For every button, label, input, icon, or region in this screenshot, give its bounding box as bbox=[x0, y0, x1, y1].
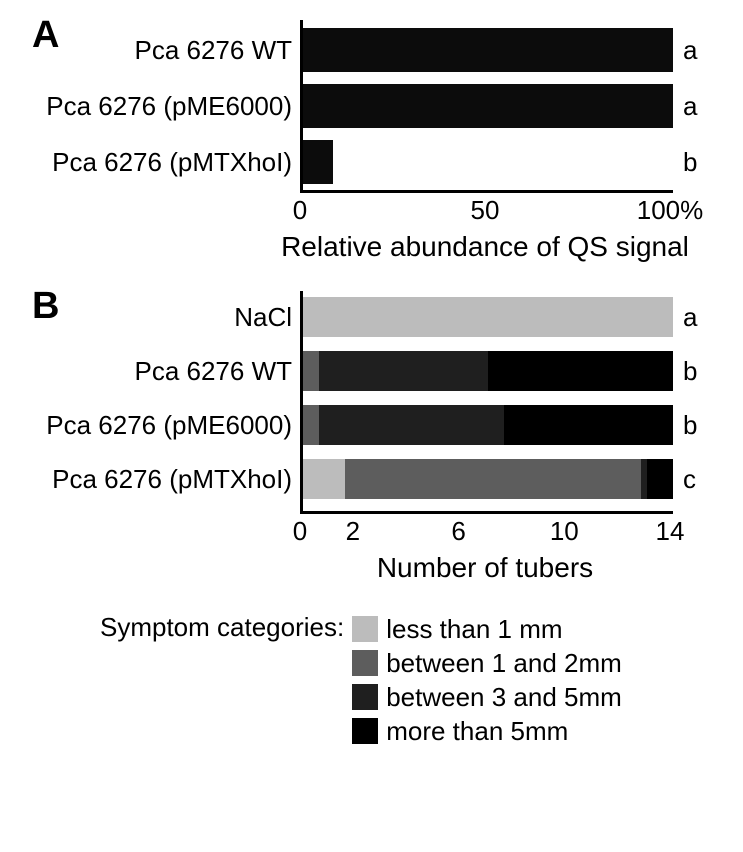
panel-b-bar-seg bbox=[345, 459, 641, 499]
panel-b-suffix: b bbox=[683, 356, 697, 387]
legend-swatch bbox=[352, 616, 378, 642]
panel-b-ylabels: NaCl Pca 6276 WT Pca 6276 (pME6000) Pca 627… bbox=[30, 291, 300, 499]
panel-b-xtick: 0 bbox=[293, 516, 307, 547]
legend-swatch bbox=[352, 650, 378, 676]
panel-b-ylabel: NaCl bbox=[234, 297, 300, 337]
panel-b-xaxis-title: Number of tubers bbox=[300, 552, 670, 584]
panel-b-suffix: b bbox=[683, 410, 697, 441]
panel-a-bar bbox=[303, 84, 673, 128]
legend-label: less than 1 mm bbox=[386, 612, 562, 646]
legend-swatch bbox=[352, 718, 378, 744]
panel-b-bar-seg bbox=[488, 351, 673, 391]
panel-a-suffix: a bbox=[683, 91, 697, 122]
panel-b-bar-row bbox=[303, 405, 673, 445]
panel-a-chart-body: Pca 6276 WT Pca 6276 (pME6000) Pca 6276 (p… bbox=[30, 20, 713, 263]
panel-b-bar-seg bbox=[303, 405, 319, 445]
panel-b-letter: B bbox=[32, 285, 59, 328]
panel-b-bar-seg bbox=[319, 351, 488, 391]
legend-item: between 3 and 5mm bbox=[352, 680, 622, 714]
panel-a-bar-row bbox=[303, 84, 673, 128]
figure-root: A Pca 6276 WTPca 6276 (pME6000)Pca 6276 … bbox=[0, 0, 743, 852]
panel-b-plot-wrap: abbc 0261014 Number of tubers bbox=[300, 291, 673, 584]
legend-label: between 3 and 5mm bbox=[386, 680, 622, 714]
panel-b-suffix: a bbox=[683, 302, 697, 333]
panel-a-bar-row bbox=[303, 28, 673, 72]
panel-a-suffix: b bbox=[683, 147, 697, 178]
panel-b: B NaClPca 6276 WTPca 6276 (pME6000)Pca 6… bbox=[30, 291, 713, 584]
panel-b-xaxis: 0261014 bbox=[300, 514, 670, 550]
legend-item: more than 5mm bbox=[352, 714, 622, 748]
legend-item: less than 1 mm bbox=[352, 612, 622, 646]
panel-b-ylabel: Pca 6276 (pME6000) bbox=[46, 405, 300, 445]
panel-a-suffix: a bbox=[683, 35, 697, 66]
panel-a-xtick: 100% bbox=[637, 195, 704, 226]
panel-b-bar-row bbox=[303, 459, 673, 499]
panel-b-bar-seg bbox=[303, 351, 319, 391]
panel-a: A Pca 6276 WTPca 6276 (pME6000)Pca 6276 … bbox=[30, 20, 713, 263]
panel-a-xtick: 0 bbox=[293, 195, 307, 226]
legend-items: less than 1 mmbetween 1 and 2mmbetween 3… bbox=[352, 612, 622, 748]
legend-label: more than 5mm bbox=[386, 714, 568, 748]
panel-a-bar-row bbox=[303, 140, 333, 184]
panel-b-xtick: 10 bbox=[550, 516, 579, 547]
panel-a-xaxis: 050100% bbox=[300, 193, 670, 229]
panel-b-bar-seg bbox=[504, 405, 673, 445]
legend-label: between 1 and 2mm bbox=[386, 646, 622, 680]
panel-b-suffix: c bbox=[683, 464, 696, 495]
panel-b-bar-seg bbox=[647, 459, 673, 499]
legend-item: between 1 and 2mm bbox=[352, 646, 622, 680]
panel-a-ylabel: Pca 6276 (pMTXhoI) bbox=[52, 140, 300, 184]
panel-b-bar-seg bbox=[303, 297, 673, 337]
panel-a-plot-wrap: aab 050100% Relative abundance of QS sig… bbox=[300, 20, 700, 263]
panel-a-bar bbox=[303, 28, 673, 72]
panel-a-ylabels: Pca 6276 WT Pca 6276 (pME6000) Pca 6276 (p… bbox=[30, 20, 300, 184]
panel-a-bar bbox=[303, 140, 333, 184]
panel-b-xtick: 14 bbox=[656, 516, 685, 547]
panel-a-plot: aab bbox=[300, 20, 673, 193]
panel-b-bar-row bbox=[303, 351, 673, 391]
panel-b-plot: abbc bbox=[300, 291, 673, 514]
legend-title: Symptom categories: bbox=[100, 612, 344, 643]
legend-swatch bbox=[352, 684, 378, 710]
panel-b-xtick: 6 bbox=[451, 516, 465, 547]
panel-b-xtick: 2 bbox=[346, 516, 360, 547]
panel-a-ylabel: Pca 6276 (pME6000) bbox=[46, 84, 300, 128]
panel-a-xaxis-title: Relative abundance of QS signal bbox=[270, 231, 700, 263]
panel-a-xtick: 50 bbox=[471, 195, 500, 226]
panel-b-ylabel: Pca 6276 (pMTXhoI) bbox=[52, 459, 300, 499]
legend-row: Symptom categories: less than 1 mmbetwee… bbox=[100, 612, 713, 748]
panel-b-ylabel: Pca 6276 WT bbox=[134, 351, 300, 391]
panel-b-bar-row bbox=[303, 297, 673, 337]
panel-b-chart-body: NaCl Pca 6276 WT Pca 6276 (pME6000) Pca 627… bbox=[30, 291, 713, 584]
legend-block: Symptom categories: less than 1 mmbetwee… bbox=[100, 612, 713, 748]
panel-b-bar-seg bbox=[319, 405, 504, 445]
panel-b-bar-seg bbox=[303, 459, 345, 499]
panel-a-ylabel: Pca 6276 WT bbox=[134, 28, 300, 72]
panel-a-letter: A bbox=[32, 14, 59, 57]
